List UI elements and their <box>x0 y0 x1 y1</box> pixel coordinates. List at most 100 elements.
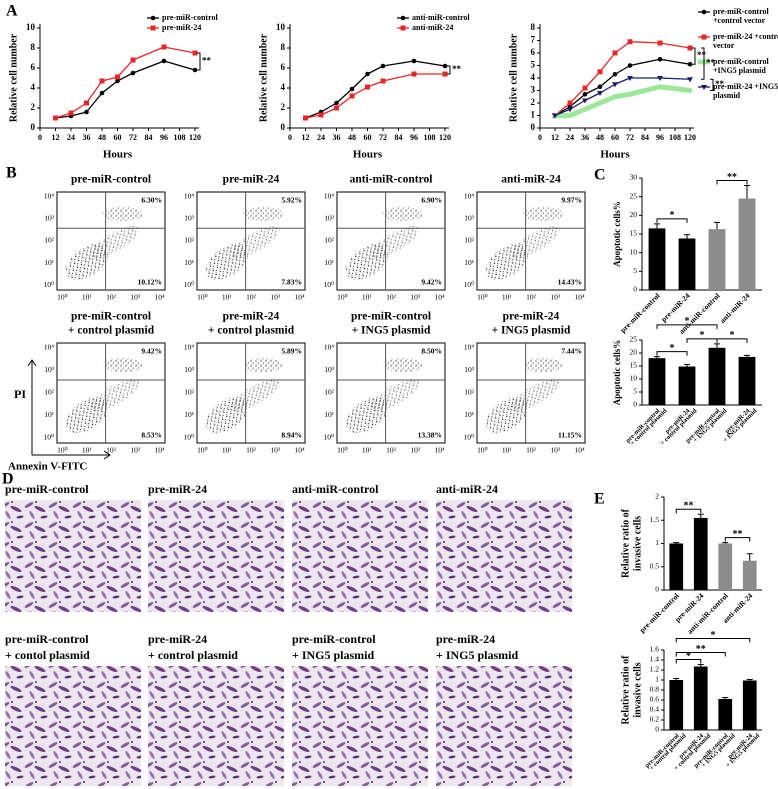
x-tick-label: 10³ <box>550 446 561 455</box>
point <box>567 107 573 113</box>
x-tick-label: 96 <box>656 133 664 142</box>
x-tick-label: 10⁴ <box>155 293 166 302</box>
y-tick-label: 10³ <box>464 365 475 374</box>
y-tick-label: 0 <box>281 122 286 132</box>
point <box>84 100 89 106</box>
flow-plot: pre-miR-24 + control plasmid 5.89% 8.94% 10⁰… <box>183 311 306 455</box>
bar <box>708 229 726 290</box>
point <box>657 40 663 46</box>
y-tick-label: 10³ <box>464 214 475 223</box>
point <box>84 109 89 115</box>
x-tick-label: 10⁴ <box>435 446 446 455</box>
y-tick-label: 2 <box>281 102 286 112</box>
quadrant-percent: 7.44% <box>561 347 582 356</box>
cell-cluster <box>103 358 143 372</box>
x-tick-label: 72 <box>626 133 634 142</box>
x-tick-label: 60 <box>364 133 372 142</box>
point <box>334 105 339 111</box>
x-tick-label: 10³ <box>410 446 421 455</box>
y-axis-label: Relative ratio of <box>620 508 631 578</box>
y-tick-label: 10² <box>184 388 195 397</box>
point <box>442 71 448 77</box>
series-line <box>304 73 446 119</box>
micrograph <box>5 666 141 786</box>
annotation: ** <box>727 172 737 183</box>
point <box>687 61 693 67</box>
micrograph <box>5 500 141 612</box>
x-tick-label: 48 <box>348 133 356 142</box>
y-tick-label: 3 <box>531 85 536 95</box>
significance-bracket <box>675 659 702 664</box>
y-tick-label: 25 <box>630 335 638 344</box>
legend-label: pre-miR-24 <box>162 23 202 32</box>
micrograph <box>436 500 572 612</box>
x-tick-label: 10² <box>386 446 397 455</box>
cell-cluster <box>90 225 140 259</box>
legend-entry: anti-miR-24 <box>412 23 454 32</box>
y-tick-label: 10⁰ <box>323 280 334 289</box>
y-tick-label: 1 <box>531 110 536 120</box>
panel-label: B <box>6 165 17 182</box>
legend-label: pre-miR-control <box>162 13 218 22</box>
point <box>597 69 603 75</box>
y-tick-label: 0.4 <box>650 705 660 714</box>
image-caption: anti-miR-control <box>292 482 379 496</box>
annotation: * <box>686 651 691 662</box>
y-tick-label: 10¹ <box>324 410 334 419</box>
x-tick-label: 120 <box>684 133 696 142</box>
bar <box>718 699 733 730</box>
point <box>687 45 693 51</box>
significance-bracket <box>716 179 748 185</box>
annotation: ** <box>706 58 716 68</box>
y-tick-label: 10⁴ <box>44 343 55 352</box>
flow-plot: pre-miR-24+ ING5 plasmid7.44%11.15%10⁰10… <box>463 311 586 455</box>
bar <box>718 543 733 590</box>
y-tick-label: 10⁰ <box>463 280 474 289</box>
bar <box>648 358 666 405</box>
legend-entry: pre-miR-control +control vector <box>713 7 769 25</box>
y-tick-label: 6 <box>281 62 286 72</box>
point <box>115 78 120 84</box>
y-tick-label: 1 <box>655 675 659 684</box>
legend-marker <box>150 25 156 31</box>
x-tick-label: anti-miR-24 <box>718 291 752 325</box>
image-caption: + contol plasmid <box>5 648 90 662</box>
point <box>130 70 136 76</box>
legend-marker <box>701 34 707 40</box>
legend-label: anti-miR-24 <box>412 23 454 32</box>
annotation: * <box>730 330 735 341</box>
point <box>612 82 618 88</box>
y-tick-label: 10³ <box>324 365 335 374</box>
y-tick-label: 10⁰ <box>43 433 54 442</box>
image-caption: pre-miR-24 <box>148 632 207 646</box>
quadrant-percent: 5.92% <box>281 196 302 205</box>
annotation: ** <box>202 56 212 66</box>
point <box>365 84 370 90</box>
point <box>318 112 324 118</box>
plot-title: pre-miR-24 <box>503 311 560 323</box>
error-bar <box>654 223 660 229</box>
bar <box>708 347 726 405</box>
x-tick-label: 10² <box>526 446 537 455</box>
point <box>192 50 198 56</box>
x-tick-label: 36 <box>581 133 589 142</box>
y-tick-label: 8 <box>281 42 286 52</box>
cell-cluster <box>90 378 140 412</box>
y-tick-label: 7 <box>531 35 536 45</box>
y-tick-label: 5 <box>633 387 637 396</box>
x-tick-label: 10³ <box>130 446 141 455</box>
significance-bracket <box>197 52 201 71</box>
point <box>612 71 618 77</box>
bar <box>742 560 757 590</box>
x-tick-label: 10¹ <box>502 293 512 302</box>
annotation: ** <box>715 79 725 89</box>
x-tick-label: 96 <box>160 133 168 142</box>
y-axis-label: Relative cell number <box>258 33 269 122</box>
plot-title: pre-miR-24 <box>223 174 280 186</box>
x-tick-label: pre-miR-control <box>638 591 681 634</box>
image-caption: + ING5 plasmid <box>292 648 375 662</box>
error-bar <box>673 542 680 544</box>
annotation: ** <box>696 644 706 655</box>
x-tick-label: 10³ <box>270 446 281 455</box>
